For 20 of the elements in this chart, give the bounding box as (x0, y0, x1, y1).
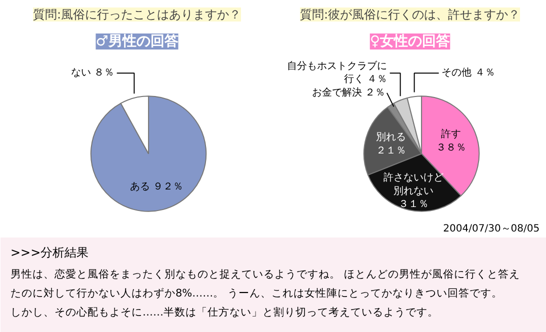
data-label: ３１％ (398, 198, 429, 210)
slice-label: 許さないけど別れない (384, 172, 444, 197)
slice-label: 許す (440, 128, 461, 140)
slice-label: お金で解決 ２％ (312, 86, 386, 98)
slice-label: ない ８％ (70, 68, 114, 79)
text: しかし、その心配もよそに……半数は「仕方ない」と割り切って考えているようです。 (10, 306, 438, 318)
slice-label: 別れる (376, 132, 406, 144)
chart-title: 質問:彼が風俗に行くのは、許せますか？ (300, 8, 520, 22)
text: たのに対して行かない人はわずか8%……。 うーん、これは女性陣にとってかなりきつい回答です。 (10, 286, 502, 300)
chart-subtitle: ♂男性の回答 (96, 34, 178, 50)
data-label: ２１％ (376, 145, 406, 156)
text: 男性は、恋愛と風俗をまったく別なものと捉えているようですね。 ほとんどの男性が風俗に行くと答え (10, 268, 520, 280)
data-label: ３８％ (436, 142, 466, 154)
text: >>>分析結果 (10, 246, 89, 260)
slice-label: 自分もホストクラブに行く ４％ (286, 60, 387, 86)
chart-subtitle: ♀女性の回答 (370, 34, 450, 50)
chart-title: 質問:風俗に行ったことはありますか？ (32, 8, 242, 22)
text: 2004/07/30～08/05 (443, 223, 540, 234)
slice-label: ある ９２％ (130, 181, 183, 192)
slice-label: その他 ４％ (442, 66, 495, 79)
